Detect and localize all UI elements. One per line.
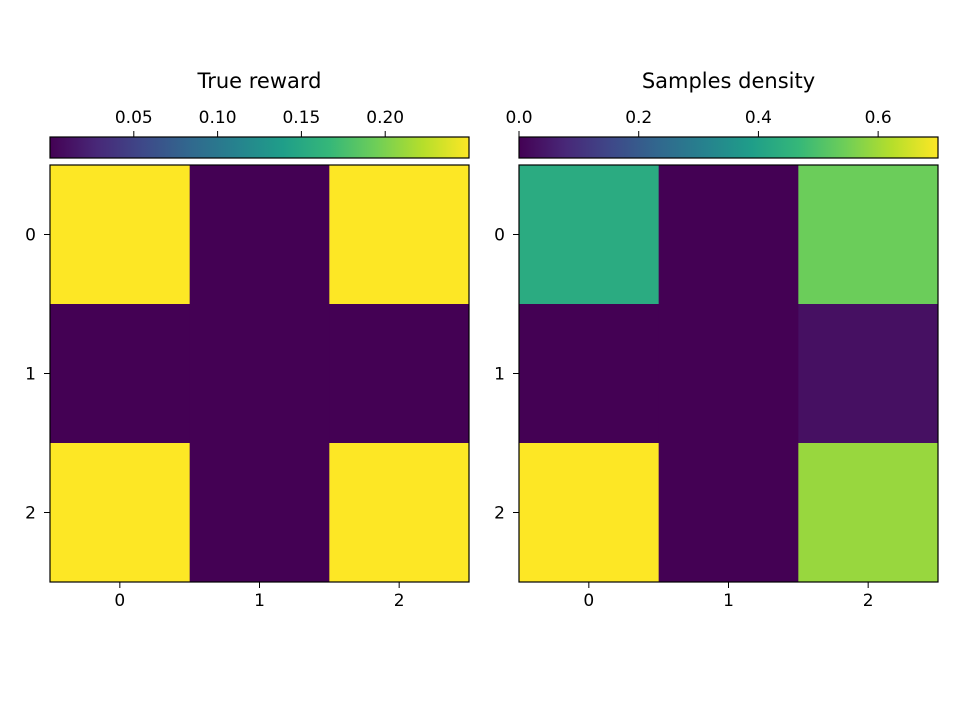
heatmap-cell: [798, 165, 939, 305]
heatmap-cell: [50, 304, 191, 444]
colorbar: [518, 136, 939, 159]
colorbar: [49, 136, 470, 159]
colorbar-tick-label: 0.15: [282, 108, 320, 128]
x-tick-label: 1: [723, 591, 734, 611]
heatmap-cell: [329, 304, 470, 444]
x-tick-label: 0: [114, 591, 125, 611]
heatmap-cell: [329, 443, 470, 583]
colorbar-tick-label: 0.20: [366, 108, 404, 128]
heatmap-cell: [50, 165, 191, 305]
colorbar-tick-label: 0.4: [745, 108, 772, 128]
heatmap-cell: [189, 443, 330, 583]
y-tick-label: 0: [25, 226, 36, 246]
y-tick-label: 1: [494, 365, 505, 385]
x-tick-label: 2: [863, 591, 874, 611]
heatmap-cell: [189, 165, 330, 305]
x-tick-label: 2: [394, 591, 405, 611]
heatmap-cell: [658, 304, 799, 444]
heatmap-cell: [519, 304, 660, 444]
heatmap-cell: [798, 304, 939, 444]
colorbar-tick-label: 0.6: [865, 108, 892, 128]
heatmap-cell: [189, 304, 330, 444]
x-tick-label: 1: [254, 591, 265, 611]
y-tick-label: 2: [25, 504, 36, 524]
heatmap-cell: [519, 443, 660, 583]
colorbar-tick-label: 0.10: [199, 108, 237, 128]
colorbar-tick-label: 0.2: [625, 108, 652, 128]
chart-title: Samples density: [642, 69, 815, 93]
y-tick-label: 1: [25, 365, 36, 385]
heatmap-cell: [798, 443, 939, 583]
heatmap-cell: [50, 443, 191, 583]
x-tick-label: 0: [583, 591, 594, 611]
chart-title: True reward: [196, 69, 321, 93]
colorbar-tick-label: 0.0: [505, 108, 532, 128]
heatmap-cell: [658, 165, 799, 305]
heatmap-cell: [658, 443, 799, 583]
heatmap-cell: [519, 165, 660, 305]
y-tick-label: 0: [494, 226, 505, 246]
colorbar-tick-label: 0.05: [115, 108, 153, 128]
heatmap-cell: [329, 165, 470, 305]
y-tick-label: 2: [494, 504, 505, 524]
